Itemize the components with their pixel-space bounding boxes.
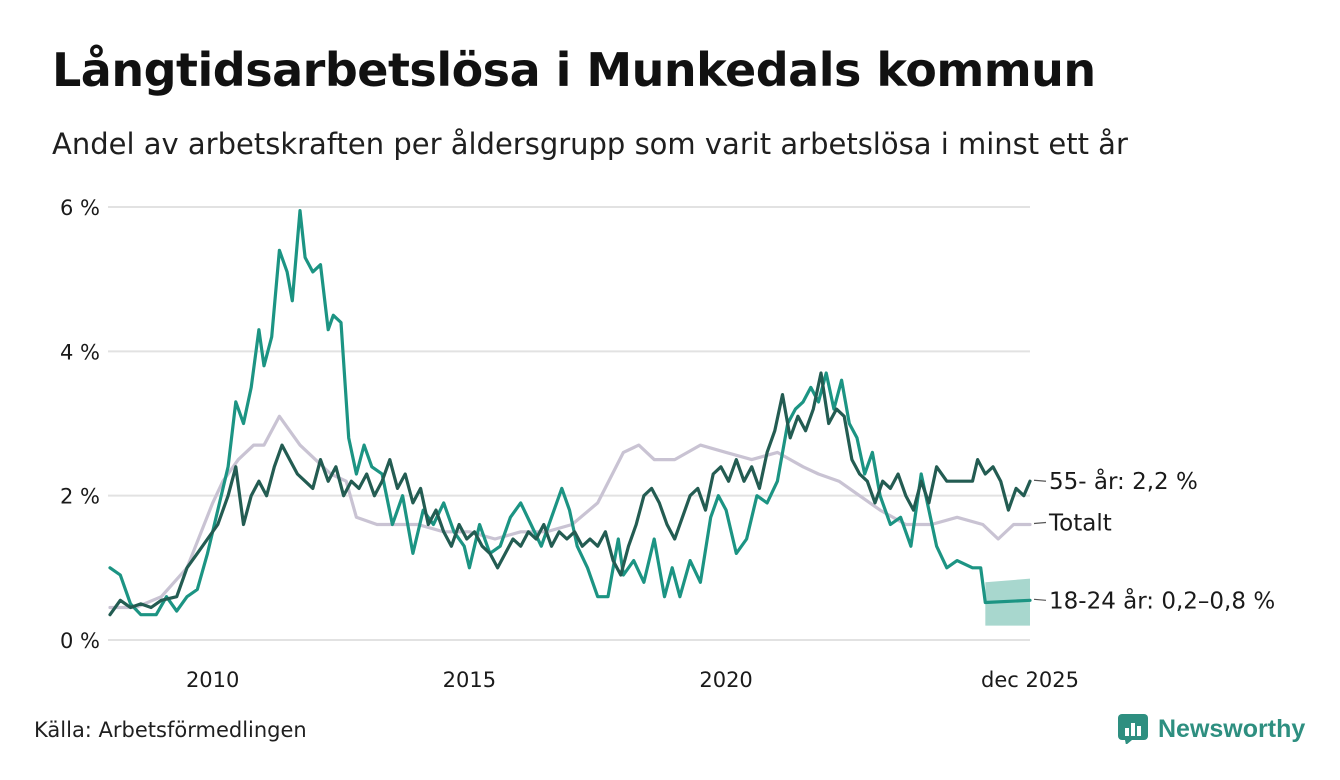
y-tick-label: 4 % xyxy=(60,340,100,364)
series-line-55-r xyxy=(108,371,1032,617)
newsworthy-logo[interactable]: Newsworthy xyxy=(1118,714,1305,744)
series-line-18-24-r xyxy=(108,209,1032,617)
y-tick-label: 6 % xyxy=(60,196,100,220)
axis-tick-labels: 0 % 2 % 4 % 6 % 2010 2015 2020 dec 2025 xyxy=(60,196,1079,692)
x-tick-label: 2010 xyxy=(186,668,239,692)
source-note: Källa: Arbetsförmedlingen xyxy=(34,718,307,742)
label-leader-18-24-r xyxy=(1033,598,1047,601)
bar-chart-logo-icon xyxy=(1118,714,1148,744)
chart-title: Långtidsarbetslösa i Munkedals kommun xyxy=(52,43,1096,97)
label-leader-totalt xyxy=(1033,521,1047,525)
brand-name: Newsworthy xyxy=(1158,714,1306,743)
x-tick-label: 2020 xyxy=(699,668,752,692)
label-leader-55-r xyxy=(1033,479,1047,482)
y-tick-label: 0 % xyxy=(60,629,100,653)
chart-subtitle: Andel av arbetskraften per åldersgrupp s… xyxy=(52,127,1128,161)
series-labels: Totalt 18-24 år: 0,2–0,8 % 55- år: 2,2 % xyxy=(1033,467,1275,614)
x-tick-label: 2015 xyxy=(443,668,496,692)
series-label-totalt: Totalt xyxy=(1048,511,1112,537)
y-tick-label: 2 % xyxy=(60,485,100,509)
x-tick-label: dec 2025 xyxy=(981,668,1079,692)
grid-lines xyxy=(108,206,1030,641)
series-label-55-r: 55- år: 2,2 % xyxy=(1049,467,1198,495)
series-lines xyxy=(108,209,1032,617)
series-label-18-24-r: 18-24 år: 0,2–0,8 % xyxy=(1049,586,1275,614)
